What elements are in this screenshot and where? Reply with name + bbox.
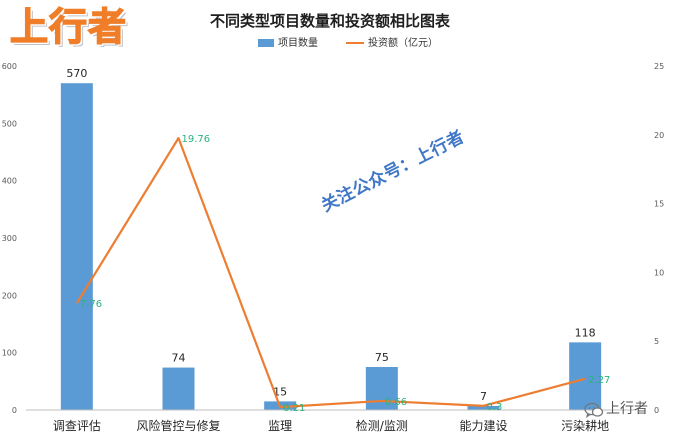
legend-item-count: 项目数量 bbox=[258, 36, 318, 52]
line-value-label: 0.21 bbox=[283, 403, 305, 414]
legend-item-investment: 投资额（亿元） bbox=[346, 36, 438, 52]
left-tick-label: 300 bbox=[2, 234, 17, 243]
logo-text: 上行者 bbox=[9, 4, 128, 49]
bar bbox=[467, 405, 500, 410]
line-value-label: 19.76 bbox=[182, 134, 211, 145]
bar bbox=[60, 83, 93, 410]
left-axis-ticks: 0 100 200 300 400 500 600 bbox=[2, 62, 17, 415]
category-label: 检测/监测 bbox=[356, 418, 408, 433]
right-tick-label: 10 bbox=[654, 268, 664, 277]
line-value-labels: 7.76 19.76 0.21 0.66 0.3 2.27 bbox=[80, 134, 611, 414]
bar bbox=[365, 367, 398, 410]
legend-label-investment: 投资额（亿元） bbox=[368, 38, 438, 49]
bar-value-label: 7 bbox=[480, 390, 487, 403]
bar-series bbox=[60, 83, 602, 410]
left-tick-label: 200 bbox=[2, 291, 17, 300]
right-axis-ticks: 0 5 10 15 20 25 bbox=[654, 62, 664, 415]
line-value-label: 0.3 bbox=[487, 402, 503, 413]
investment-line bbox=[75, 137, 586, 409]
left-tick-label: 500 bbox=[2, 119, 17, 128]
line-series bbox=[75, 137, 586, 409]
legend-label-count: 项目数量 bbox=[278, 38, 318, 49]
bar-value-label: 118 bbox=[575, 326, 596, 339]
left-tick-label: 100 bbox=[2, 349, 17, 358]
bar-value-label: 75 bbox=[375, 351, 389, 364]
line-value-label: 7.76 bbox=[80, 299, 102, 310]
category-label: 污染耕地 bbox=[561, 418, 609, 433]
right-tick-label: 5 bbox=[654, 337, 659, 346]
line-value-label: 2.27 bbox=[588, 375, 610, 386]
right-tick-label: 15 bbox=[654, 200, 664, 209]
left-tick-label: 600 bbox=[2, 62, 17, 71]
chart-title: 不同类型项目数量和投资额相比图表 bbox=[209, 12, 450, 30]
category-label: 调查评估 bbox=[53, 419, 101, 433]
line-value-label: 0.66 bbox=[385, 397, 407, 408]
wechat-icon bbox=[584, 402, 604, 418]
right-tick-label: 20 bbox=[654, 131, 664, 140]
right-tick-label: 0 bbox=[654, 406, 659, 415]
bar bbox=[569, 342, 602, 410]
category-label: 能力建设 bbox=[459, 419, 507, 433]
right-tick-label: 25 bbox=[654, 62, 664, 71]
badge-text: 上行者 bbox=[606, 401, 648, 417]
category-labels: 调查评估 风险管控与修复 监理 检测/监测 能力建设 污染耕地 bbox=[53, 418, 609, 433]
left-tick-label: 400 bbox=[2, 177, 17, 186]
legend-swatch-line bbox=[346, 42, 364, 44]
legend-swatch-bar bbox=[258, 39, 274, 47]
left-tick-label: 0 bbox=[12, 406, 17, 415]
bar-value-label: 74 bbox=[172, 352, 186, 365]
category-label: 风险管控与修复 bbox=[136, 418, 220, 433]
bar bbox=[162, 367, 195, 410]
category-label: 监理 bbox=[268, 419, 292, 433]
bar-value-label: 570 bbox=[66, 67, 87, 80]
